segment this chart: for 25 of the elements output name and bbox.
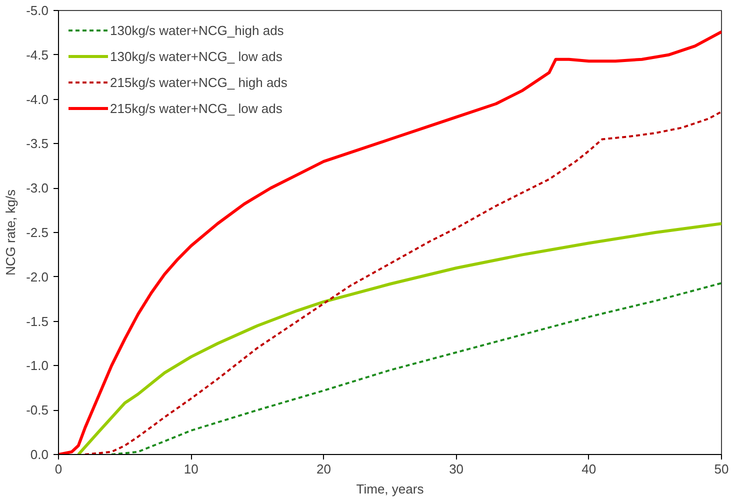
legend-label: 215kg/s water+NCG_ high ads xyxy=(110,74,288,90)
line-series xyxy=(110,282,722,454)
x-tick-label: 50 xyxy=(714,462,729,476)
y-tick-label: -1.0 xyxy=(26,358,49,374)
y-tick-label: -0.5 xyxy=(26,402,49,418)
legend-label: 215kg/s water+NCG_ low ads xyxy=(110,100,282,116)
y-tick-label: -3.0 xyxy=(26,180,49,196)
y-tick-label: -3.5 xyxy=(26,136,49,152)
y-tick-label: -2.0 xyxy=(26,269,49,284)
y-tick-label: -5.0 xyxy=(26,3,49,18)
line-series xyxy=(76,222,722,454)
y-axis-title: NCG rate, kg/s xyxy=(3,189,18,276)
y-tick-label: -4.0 xyxy=(26,92,49,107)
legend-label: 130kg/s water+NCG_high ads xyxy=(110,22,284,38)
x-tick-label: 20 xyxy=(316,462,331,476)
y-tick-label: -1.5 xyxy=(26,314,49,329)
x-tick-label: 0 xyxy=(54,462,62,476)
y-tick-label: -2.5 xyxy=(26,225,49,240)
legend-label: 130kg/s water+NCG_ low ads xyxy=(110,48,282,64)
x-tick-label: 30 xyxy=(449,462,464,476)
x-axis-title: Time, years xyxy=(356,482,424,496)
y-tick-label: -4.5 xyxy=(26,47,49,62)
y-tick-label: 0.0 xyxy=(30,447,49,462)
x-tick-label: 10 xyxy=(184,462,198,476)
x-tick-label: 40 xyxy=(582,462,596,476)
